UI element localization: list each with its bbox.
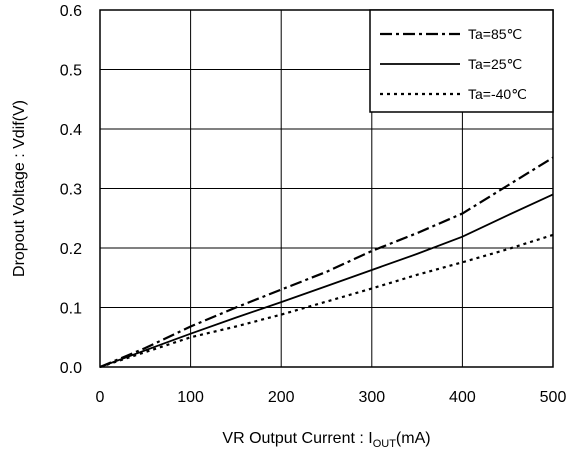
y-tick-label: 0.6 xyxy=(60,3,82,20)
y-tick-label: 0.1 xyxy=(60,301,82,318)
y-tick-label: 0.4 xyxy=(60,122,82,139)
x-axis-label-subscript: OUT xyxy=(373,438,397,450)
y-tick-label: 0.0 xyxy=(60,360,82,377)
y-tick-label: 0.5 xyxy=(60,63,82,80)
x-tick-label: 100 xyxy=(177,389,204,406)
x-tick-label: 300 xyxy=(358,389,385,406)
legend-entry: Ta=25℃ xyxy=(468,56,522,72)
legend-box xyxy=(369,9,554,113)
x-axis-label: VR Output Current : IOUT(mA) xyxy=(222,430,430,450)
legend-entry: Ta=85℃ xyxy=(468,26,522,42)
y-tick-label: 0.2 xyxy=(60,241,82,258)
series-line-0 xyxy=(99,156,554,369)
series-line-1 xyxy=(99,193,554,368)
plot-frame xyxy=(99,9,554,368)
tick-labels: 0 100 200 300 400 500 0.0 0.1 0.2 0.3 0.4 0.5 0.6 xyxy=(60,3,567,406)
x-axis-label-unit: (mA) xyxy=(396,430,431,447)
x-tick-label: 400 xyxy=(449,389,476,406)
y-axis-label: Dropout Voltage : Vdif(V) xyxy=(11,100,28,277)
x-tick-label: 0 xyxy=(96,389,105,406)
legend: Ta=85℃ Ta=25℃ Ta=-40℃ xyxy=(369,9,554,113)
x-tick-label: 500 xyxy=(540,389,567,406)
x-axis-label-main: VR Output Current : I xyxy=(222,430,372,447)
x-tick-label: 200 xyxy=(268,389,295,406)
legend-entry: Ta=-40℃ xyxy=(468,86,527,102)
series-line-2 xyxy=(99,233,554,369)
y-tick-label: 0.3 xyxy=(60,182,82,199)
series-lines xyxy=(99,156,554,369)
